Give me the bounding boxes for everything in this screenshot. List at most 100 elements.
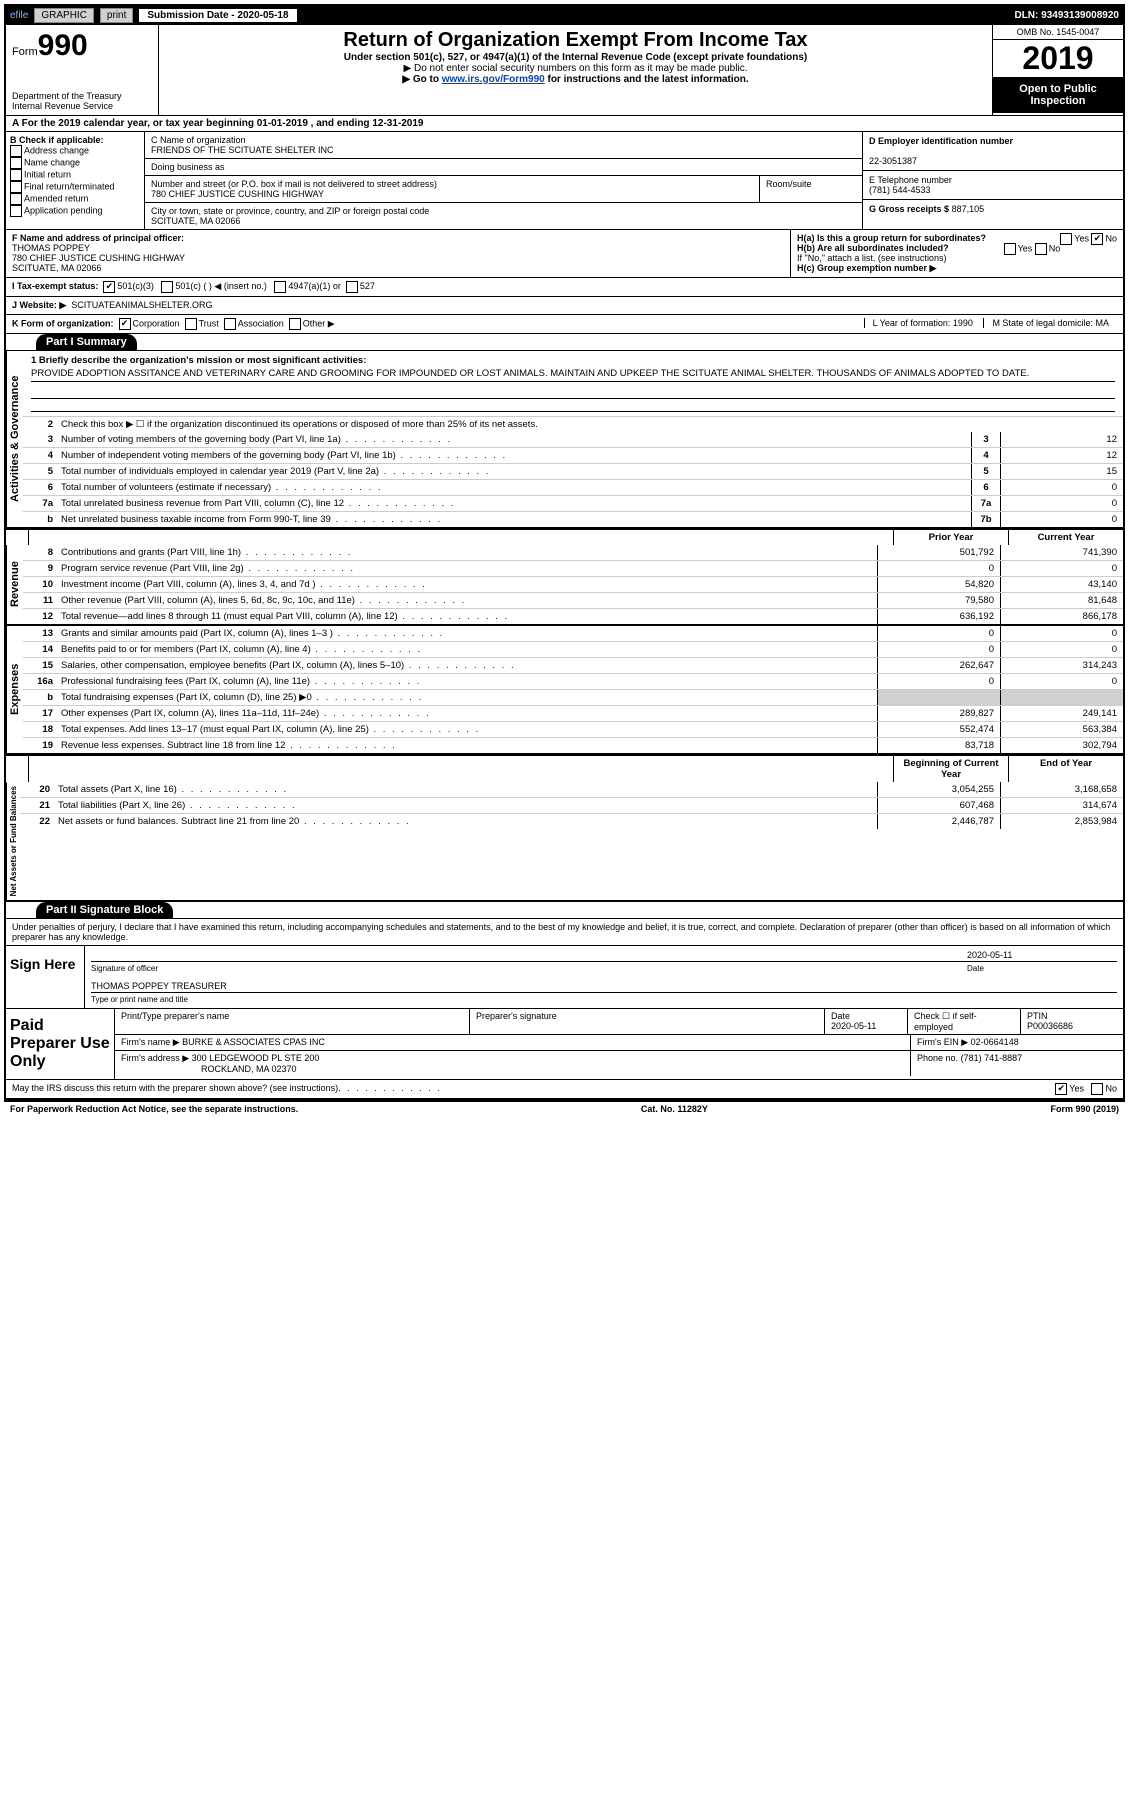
line-desc: Total number of individuals employed in …	[57, 464, 971, 479]
ha-yes-checkbox[interactable]	[1060, 233, 1072, 245]
line-number: 11	[23, 593, 57, 608]
hc-label: H(c) Group exemption number ▶	[797, 263, 936, 273]
527-checkbox[interactable]	[346, 281, 358, 293]
ein-value: 22-3051387	[869, 156, 917, 166]
association-checkbox[interactable]	[224, 318, 236, 330]
trust-checkbox[interactable]	[185, 318, 197, 330]
line-box: 7b	[971, 512, 1000, 527]
part1-header: Part I Summary	[36, 334, 137, 350]
self-employed-check: Check ☐ if self-employed	[908, 1009, 1021, 1034]
line-number: 3	[23, 432, 57, 447]
line-desc: Net assets or fund balances. Subtract li…	[54, 814, 877, 829]
paid-preparer-label: Paid Preparer Use Only	[6, 1009, 115, 1079]
line-desc: Grants and similar amounts paid (Part IX…	[57, 626, 877, 641]
firm-addr1-value: 300 LEDGEWOOD PL STE 200	[192, 1053, 320, 1063]
form-word: Form	[12, 46, 38, 58]
current-year-value: 0	[1000, 561, 1123, 576]
current-year-value: 81,648	[1000, 593, 1123, 608]
line-desc: Investment income (Part VIII, column (A)…	[57, 577, 877, 592]
website-row: J Website: ▶ SCITUATEANIMALSHELTER.ORG	[6, 297, 1123, 315]
revenue-side-stub	[6, 530, 29, 545]
line-desc: Revenue less expenses. Subtract line 18 …	[57, 738, 877, 753]
application-pending-checkbox[interactable]	[10, 205, 22, 217]
form-title-center: Return of Organization Exempt From Incom…	[159, 25, 992, 115]
current-year-value: 0	[1000, 626, 1123, 641]
line-value: 12	[1000, 432, 1123, 447]
begin-year-header: Beginning of Current Year	[893, 756, 1008, 782]
current-year-value: 3,168,658	[1000, 782, 1123, 797]
line-box: 4	[971, 448, 1000, 463]
line-value: 15	[1000, 464, 1123, 479]
tax-year: 2019	[993, 40, 1123, 77]
501c3-checkbox[interactable]	[103, 281, 115, 293]
line-number: 7a	[23, 496, 57, 511]
line-number: 16a	[23, 674, 57, 689]
line-box: 6	[971, 480, 1000, 495]
form-org-label: K Form of organization:	[12, 318, 114, 328]
efile-link[interactable]: efile	[10, 10, 28, 21]
line-number: 9	[23, 561, 57, 576]
submission-date: Submission Date - 2020-05-18	[139, 9, 296, 22]
form-number: 990	[38, 29, 88, 62]
line-number: 8	[23, 545, 57, 560]
prior-year-value: 289,827	[877, 706, 1000, 721]
firm-phone-label: Phone no.	[917, 1053, 958, 1063]
officer-addr1: 780 CHIEF JUSTICE CUSHING HIGHWAY	[12, 253, 185, 263]
sign-here-label: Sign Here	[6, 946, 85, 1008]
line-desc: Salaries, other compensation, employee b…	[57, 658, 877, 673]
name-change-checkbox[interactable]	[10, 157, 22, 169]
initial-return-checkbox[interactable]	[10, 169, 22, 181]
current-year-value: 866,178	[1000, 609, 1123, 624]
amended-return-checkbox[interactable]	[10, 193, 22, 205]
sig-officer-label: Signature of officer	[91, 964, 158, 973]
line2-desc: Check this box ▶ ☐ if the organization d…	[57, 417, 1123, 432]
firm-name-value: BURKE & ASSOCIATES CPAS INC	[182, 1037, 325, 1047]
line-desc: Total revenue—add lines 8 through 11 (mu…	[57, 609, 877, 624]
revenue-side-label: Revenue	[6, 545, 23, 624]
state-domicile: M State of legal domicile: MA	[983, 318, 1117, 328]
line-desc: Total liabilities (Part X, line 26)	[54, 798, 877, 813]
irs-link[interactable]: www.irs.gov/Form990	[442, 74, 545, 85]
line-desc: Contributions and grants (Part VIII, lin…	[57, 545, 877, 560]
treasury-dept: Department of the Treasury	[12, 91, 152, 101]
header-bar: efile GRAPHIC print Submission Date - 20…	[6, 6, 1123, 25]
section-b-checkboxes: B Check if applicable: Address change Na…	[6, 132, 145, 229]
line-number: 12	[23, 609, 57, 624]
4947-checkbox[interactable]	[274, 281, 286, 293]
line-desc: Other revenue (Part VIII, column (A), li…	[57, 593, 877, 608]
dots	[338, 1083, 442, 1095]
prior-year-value: 636,192	[877, 609, 1000, 624]
date-label: Date	[967, 964, 1117, 973]
expenses-side-label: Expenses	[6, 626, 23, 753]
current-year-value: 0	[1000, 642, 1123, 657]
discuss-yes-checkbox[interactable]	[1055, 1083, 1067, 1095]
other-checkbox[interactable]	[289, 318, 301, 330]
current-year-value	[1000, 690, 1123, 705]
501c-checkbox[interactable]	[161, 281, 173, 293]
footer-left: For Paperwork Reduction Act Notice, see …	[10, 1104, 298, 1114]
prior-year-value: 0	[877, 674, 1000, 689]
firm-name-label: Firm's name ▶	[121, 1037, 180, 1047]
netassets-side-label: Net Assets or Fund Balances	[6, 782, 20, 900]
line-number: 5	[23, 464, 57, 479]
prior-year-value: 262,647	[877, 658, 1000, 673]
hb-no-checkbox[interactable]	[1035, 243, 1047, 255]
final-return-checkbox[interactable]	[10, 181, 22, 193]
room-suite-cell: Room/suite	[760, 176, 862, 202]
discuss-no-checkbox[interactable]	[1091, 1083, 1103, 1095]
line-number: 2	[23, 417, 57, 432]
prior-year-value: 552,474	[877, 722, 1000, 737]
address-change-checkbox[interactable]	[10, 145, 22, 157]
print-button[interactable]: print	[100, 8, 133, 23]
footer-mid: Cat. No. 11282Y	[641, 1104, 708, 1114]
prior-year-header: Prior Year	[893, 530, 1008, 545]
line-number: 14	[23, 642, 57, 657]
line-desc: Net unrelated business taxable income fr…	[57, 512, 971, 527]
line-desc: Program service revenue (Part VIII, line…	[57, 561, 877, 576]
form-year-box: OMB No. 1545-0047 2019 Open to Public In…	[992, 25, 1123, 115]
org-name: FRIENDS OF THE SCITUATE SHELTER INC	[151, 145, 334, 155]
hb-yes-checkbox[interactable]	[1004, 243, 1016, 255]
corporation-checkbox[interactable]	[119, 318, 131, 330]
graphic-button[interactable]: GRAPHIC	[34, 8, 94, 23]
ha-no-checkbox[interactable]	[1091, 233, 1103, 245]
